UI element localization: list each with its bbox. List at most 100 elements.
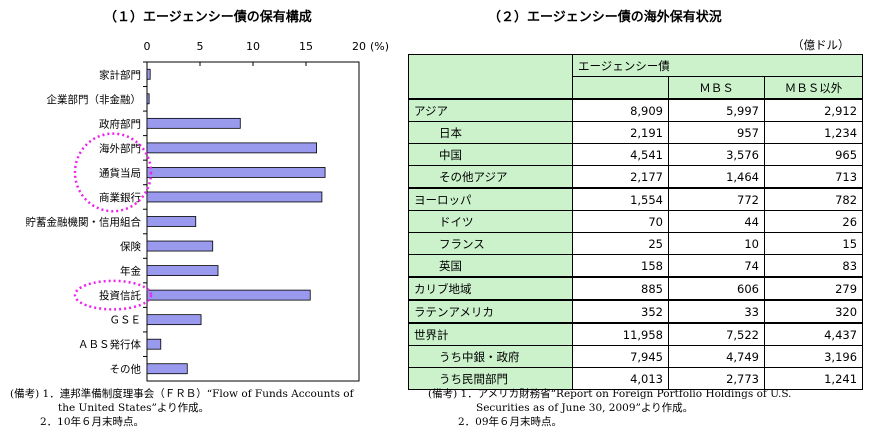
row-value: 2,177 (572, 165, 669, 189)
row-value: 33 (668, 299, 765, 324)
header-agency-debt: エージェンシー債 (571, 54, 864, 77)
table-row: うち民間部門 4,013 2,773 1,241 (408, 367, 864, 390)
highlight-ellipse-overseas-group (73, 132, 153, 213)
row-value: 2,912 (763, 98, 864, 122)
table-row: フランス 25 10 15 (408, 232, 864, 255)
row-value: 15 (763, 232, 864, 255)
x-tick-label: 20 (352, 40, 366, 53)
row-label: 世界計 (408, 322, 573, 346)
x-tick-label: 15 (299, 40, 313, 53)
bar (146, 240, 214, 252)
header-non-mbs: ＭＢＳ以外 (763, 76, 864, 100)
row-value: 7,522 (668, 322, 765, 346)
row-value: 1,554 (572, 187, 669, 211)
category-label: 海外部門 (99, 142, 141, 155)
x-unit-label: (%) (370, 40, 389, 53)
row-value: 83 (763, 254, 864, 278)
category-label: 政府部門 (99, 117, 141, 130)
row-value: 4,749 (668, 345, 765, 368)
row-value: 10 (668, 232, 765, 255)
row-value: 782 (763, 187, 864, 211)
left-note-2: the United States”より作成。 (58, 402, 210, 414)
table-row: ドイツ 70 44 26 (408, 210, 864, 233)
row-value: 965 (763, 143, 864, 166)
row-value: 320 (763, 299, 864, 324)
table-row: カリブ地域 885 606 279 (408, 276, 864, 301)
bar (146, 289, 311, 301)
bar (146, 167, 326, 178)
table-row: 日本 2,191 957 1,234 (408, 121, 864, 144)
category-label: 通貨当局 (99, 166, 141, 179)
row-value: 1,241 (763, 367, 864, 390)
bar (146, 93, 150, 105)
row-value: 4,541 (572, 143, 669, 166)
bar (146, 338, 162, 350)
bar (146, 265, 219, 276)
row-value: 772 (668, 187, 765, 211)
category-label: 投資信託 (99, 289, 141, 302)
row-value: 4,013 (572, 367, 669, 390)
category-label: 保険 (120, 240, 141, 253)
left-note-3: 2．10年６月末時点。 (40, 416, 145, 428)
table-row: その他アジア 2,177 1,464 713 (408, 165, 864, 189)
bar (146, 216, 197, 227)
row-label: ドイツ (408, 210, 573, 233)
row-value: 74 (668, 254, 765, 278)
row-value: 957 (668, 121, 765, 144)
row-value: 3,196 (763, 345, 864, 368)
left-note-1: (備考) 1．連邦準備制度理事会（ＦＲＢ）“Flow of Funds Acco… (10, 388, 354, 400)
row-label: 中国 (408, 143, 573, 166)
right-note-1: (備考) 1．アメリカ財務省“Report on Foreign Portfol… (428, 388, 792, 400)
row-value: 44 (668, 210, 765, 233)
table-unit: （億ドル） (792, 38, 850, 52)
row-value: 8,909 (572, 98, 669, 122)
bar (146, 142, 318, 154)
row-value: 279 (763, 276, 864, 301)
right-table-title: （２）エージェンシー債の海外保有状況 (488, 10, 722, 25)
row-value: 2,773 (668, 367, 765, 390)
header-mbs: ＭＢＳ (668, 76, 765, 100)
row-label: ラテンアメリカ (408, 299, 573, 324)
right-note-2: Securities as of June 30, 2009”より作成。 (476, 402, 694, 414)
category-label: その他 (110, 363, 142, 376)
row-value: 70 (572, 210, 669, 233)
table-row: ラテンアメリカ 352 33 320 (408, 299, 864, 324)
row-value: 4,437 (763, 322, 864, 346)
right-note-3: 2．09年６月末時点。 (458, 416, 563, 428)
row-value: 1,234 (763, 121, 864, 144)
bar (146, 191, 323, 203)
category-label: 家計部門 (99, 68, 141, 81)
category-label: ＧＳＥ (110, 315, 142, 327)
row-label: 日本 (408, 121, 573, 144)
row-label: うち中銀・政府 (408, 345, 573, 368)
row-value: 606 (668, 276, 765, 301)
bar (146, 117, 241, 129)
left-chart-title: （１）エージェンシー債の保有構成 (104, 10, 312, 25)
table-row: ヨーロッパ 1,554 772 782 (408, 187, 864, 211)
table-row: アジア 8,909 5,997 2,912 (408, 98, 864, 122)
category-label: 年金 (120, 265, 141, 278)
row-label: うち民間部門 (408, 367, 573, 390)
row-value: 352 (572, 299, 669, 324)
row-value: 5,997 (668, 98, 765, 122)
row-value: 2,191 (572, 121, 669, 144)
highlight-ellipse-investment-trust (73, 279, 153, 311)
overseas-holdings-table: エージェンシー債 ＭＢＳ ＭＢＳ以外 アジア 8,909 5,997 2,912 日本 2… (408, 54, 864, 390)
row-label: アジア (408, 98, 573, 122)
row-value: 25 (572, 232, 669, 255)
bar (146, 314, 202, 326)
row-label: フランス (408, 232, 573, 255)
header-total-blank (572, 76, 669, 100)
x-tick-label: 5 (197, 40, 204, 53)
row-label: ヨーロッパ (408, 187, 573, 211)
category-label: 商業銀行 (99, 191, 141, 204)
bar (146, 363, 188, 375)
row-label: その他アジア (408, 165, 573, 189)
row-label: カリブ地域 (408, 276, 573, 301)
x-tick-label: 10 (246, 40, 260, 53)
table-row: うち中銀・政府 7,945 4,749 3,196 (408, 345, 864, 368)
row-value: 1,464 (668, 165, 765, 189)
row-value: 713 (763, 165, 864, 189)
category-label: 貯蓄金融機関・信用組合 (26, 216, 142, 229)
